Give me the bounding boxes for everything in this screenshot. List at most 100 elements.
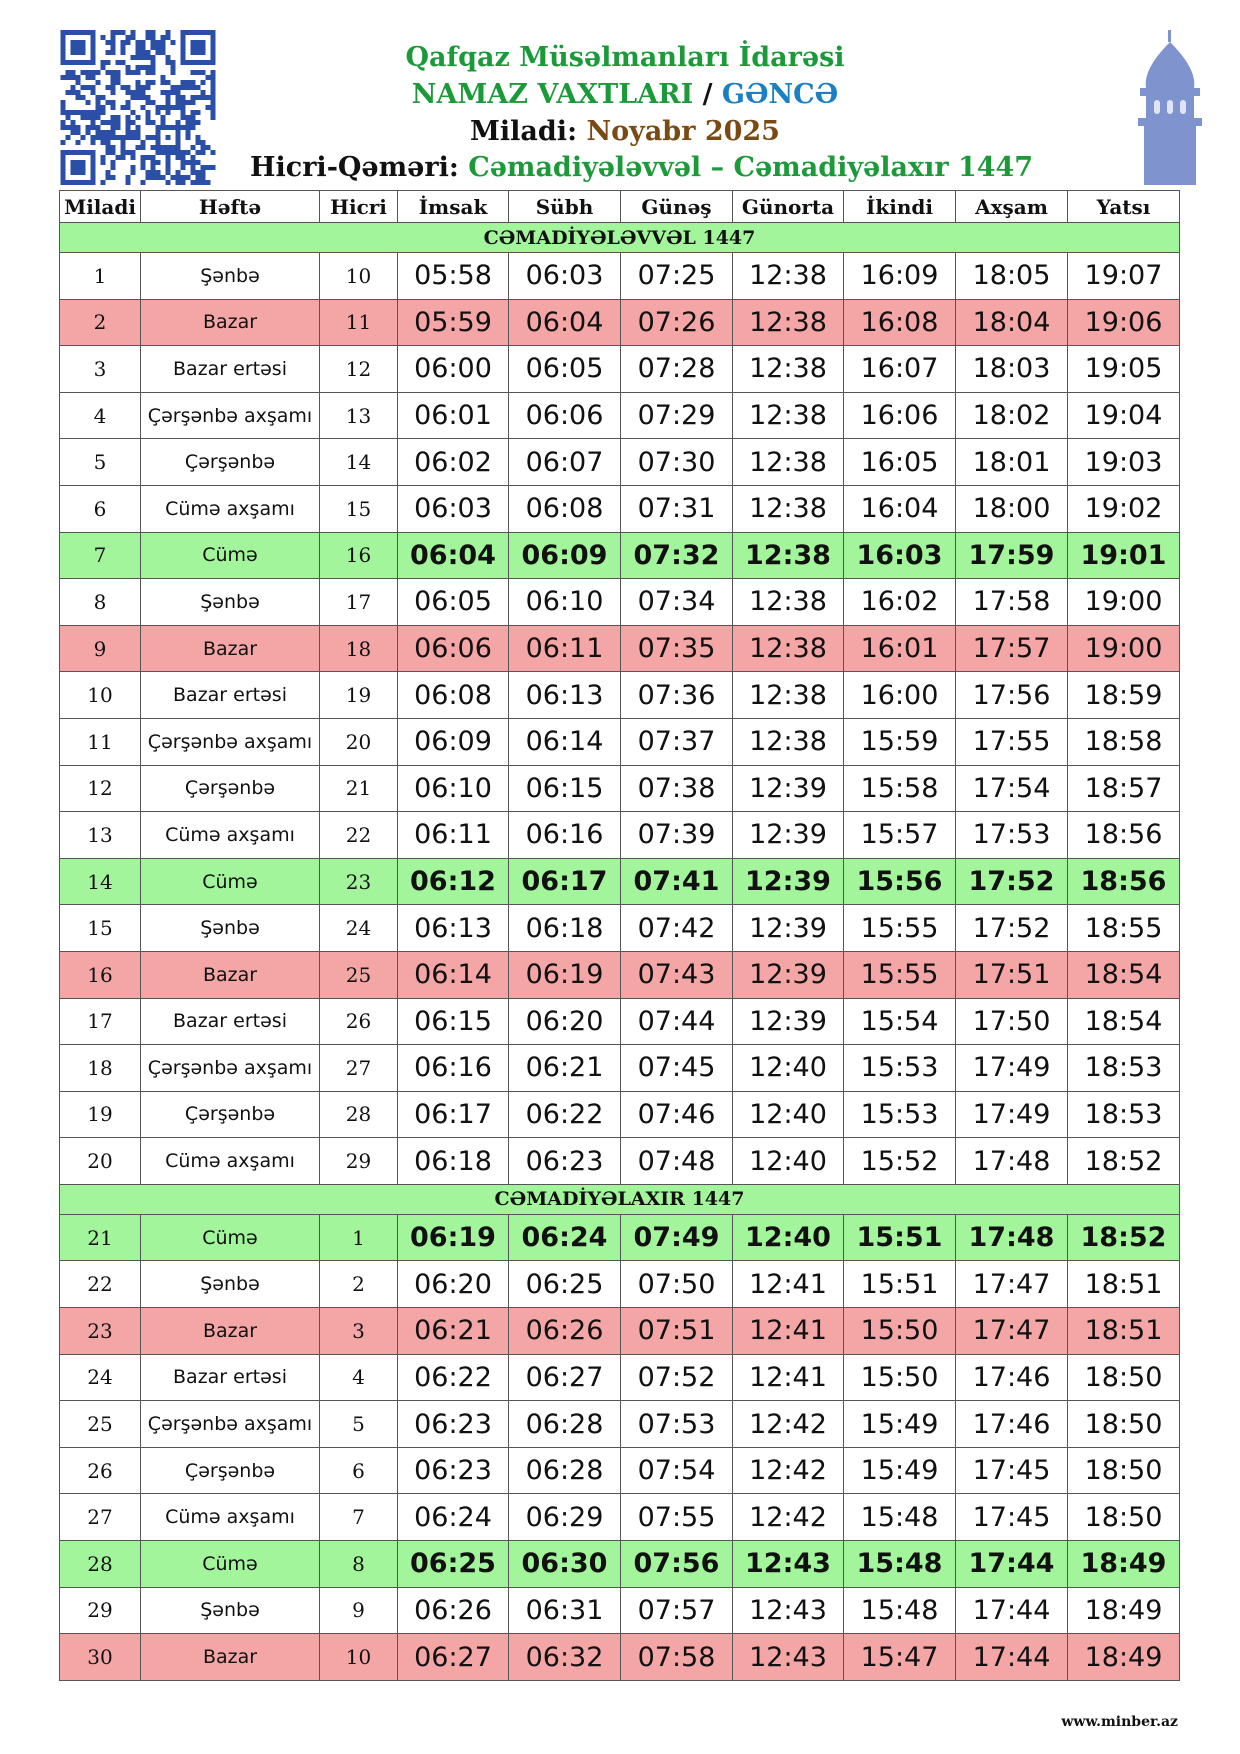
qr-module bbox=[110, 125, 116, 130]
time: 16:07 bbox=[843, 345, 956, 393]
qr-module bbox=[150, 155, 156, 160]
weekday: Bazar ertəsi bbox=[140, 997, 320, 1046]
qr-module bbox=[140, 95, 146, 100]
qr-module bbox=[200, 170, 206, 175]
time: 17:50 bbox=[955, 997, 1068, 1046]
qr-module bbox=[195, 180, 201, 185]
qr-module bbox=[210, 110, 216, 115]
weekday: Cümə axşamı bbox=[140, 1493, 320, 1542]
qr-module bbox=[85, 70, 91, 75]
time: 07:41 bbox=[620, 857, 733, 906]
qr-module bbox=[210, 105, 216, 110]
weekday: Bazar bbox=[140, 298, 320, 347]
day-row: 18 Çərşənbə axşamı 27 06:16 06:21 07:45 12:40 1… bbox=[59, 1044, 1180, 1092]
time: 06:15 bbox=[397, 997, 509, 1046]
time: 15:51 bbox=[843, 1213, 956, 1262]
qr-module bbox=[175, 95, 181, 100]
qr-module bbox=[160, 75, 166, 80]
time: 12:38 bbox=[732, 671, 844, 719]
header-row: Miladi Həftə Hicri İmsak Sübh Günəş Günorta İki… bbox=[59, 190, 1180, 223]
qr-module bbox=[185, 160, 191, 165]
time: 07:30 bbox=[620, 438, 733, 486]
qr-module bbox=[135, 95, 141, 100]
time: 12:38 bbox=[732, 624, 844, 673]
qr-module bbox=[100, 110, 106, 115]
qr-module bbox=[115, 70, 121, 75]
column-header: Həftə bbox=[140, 190, 320, 223]
qr-module bbox=[180, 165, 186, 170]
time: 18:01 bbox=[955, 438, 1068, 486]
weekday: Çərşənbə axşamı bbox=[140, 1044, 320, 1092]
qr-module bbox=[95, 100, 101, 105]
column-header: Hicri bbox=[319, 190, 398, 223]
time: 07:36 bbox=[620, 671, 733, 719]
time: 19:04 bbox=[1067, 391, 1180, 440]
hicri-day: 14 bbox=[319, 438, 398, 486]
miladi-day: 28 bbox=[59, 1540, 141, 1588]
time: 07:52 bbox=[620, 1353, 733, 1402]
qr-module bbox=[115, 30, 121, 35]
time: 06:09 bbox=[508, 531, 621, 580]
time: 07:34 bbox=[620, 578, 733, 626]
qr-module bbox=[155, 160, 161, 165]
time: 06:04 bbox=[508, 298, 621, 347]
qr-module bbox=[175, 120, 181, 125]
time: 06:04 bbox=[397, 531, 509, 580]
time: 16:09 bbox=[843, 252, 956, 300]
qr-module bbox=[120, 40, 126, 45]
qr-module bbox=[170, 70, 176, 75]
qr-module bbox=[105, 145, 111, 150]
weekday: Çərşənbə bbox=[140, 764, 320, 813]
qr-module bbox=[125, 85, 131, 90]
qr-module bbox=[140, 45, 146, 50]
time: 19:03 bbox=[1067, 438, 1180, 486]
qr-module bbox=[170, 60, 176, 65]
qr-module bbox=[70, 160, 86, 175]
time: 15:50 bbox=[843, 1307, 956, 1355]
qr-module bbox=[95, 105, 101, 110]
time: 18:52 bbox=[1067, 1137, 1180, 1185]
time: 18:03 bbox=[955, 345, 1068, 393]
time: 15:51 bbox=[843, 1260, 956, 1309]
qr-module bbox=[145, 65, 151, 70]
time: 06:05 bbox=[508, 345, 621, 393]
hicri-day: 29 bbox=[319, 1137, 398, 1185]
qr-module bbox=[195, 170, 201, 175]
hicri-day: 16 bbox=[319, 531, 398, 580]
time: 07:46 bbox=[620, 1090, 733, 1139]
miladi-day: 24 bbox=[59, 1353, 141, 1402]
qr-module bbox=[195, 95, 201, 100]
time: 07:45 bbox=[620, 1044, 733, 1092]
day-row: 14 Cümə 23 06:12 06:17 07:41 12:39 15:56 17:52 18… bbox=[59, 857, 1180, 906]
weekday: Çərşənbə bbox=[140, 1090, 320, 1139]
qr-module bbox=[130, 155, 136, 160]
time: 06:29 bbox=[508, 1493, 621, 1542]
time: 06:28 bbox=[508, 1446, 621, 1495]
hicri-day: 15 bbox=[319, 484, 398, 533]
time: 18:55 bbox=[1067, 904, 1180, 952]
qr-module bbox=[145, 100, 151, 105]
time: 07:39 bbox=[620, 811, 733, 859]
section-title: CƏMADİYƏLAXIR 1447 bbox=[59, 1183, 1180, 1215]
miladi-day: 2 bbox=[59, 298, 141, 347]
hicri-value: Cəmadiyələvvəl – Cəmadiyəlaxır 1447 bbox=[468, 152, 1034, 183]
section-row: CƏMADİYƏLAXIR 1447 bbox=[59, 1183, 1180, 1215]
time: 06:11 bbox=[508, 624, 621, 673]
qr-module bbox=[165, 110, 171, 115]
qr-module bbox=[170, 150, 176, 155]
qr-module bbox=[200, 145, 206, 150]
time: 18:52 bbox=[1067, 1213, 1180, 1262]
qr-module bbox=[110, 35, 116, 40]
qr-module bbox=[120, 150, 126, 155]
subtitle: NAMAZ VAXTLARI bbox=[411, 79, 694, 110]
hicri-day: 10 bbox=[319, 252, 398, 300]
qr-module bbox=[190, 180, 196, 185]
qr-module bbox=[65, 125, 71, 130]
weekday: Bazar bbox=[140, 624, 320, 673]
qr-module bbox=[195, 120, 201, 125]
qr-module bbox=[185, 175, 191, 180]
qr-module bbox=[95, 95, 101, 100]
qr-module bbox=[165, 100, 171, 105]
qr-module bbox=[195, 175, 201, 180]
qr-module bbox=[110, 50, 116, 55]
